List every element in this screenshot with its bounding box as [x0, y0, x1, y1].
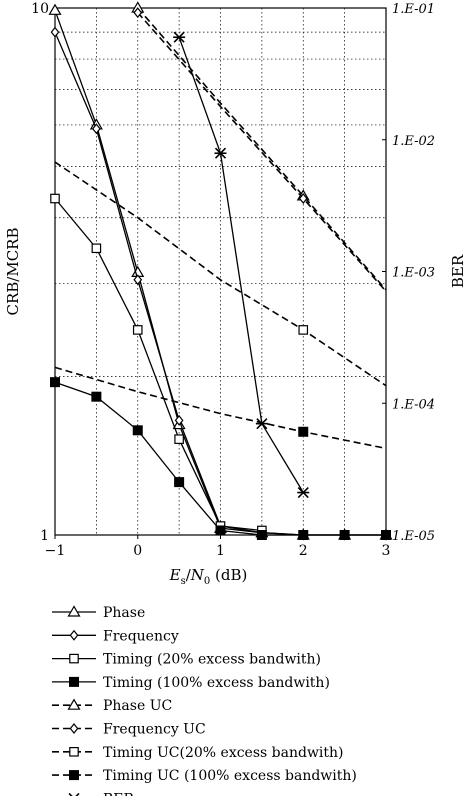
y-axis-label-left: CRB/MCRB	[4, 227, 22, 315]
legend-label: Phase UC	[103, 698, 172, 714]
marker-star-stroke	[68, 792, 73, 796]
x-tick-label: 2	[299, 543, 308, 559]
marker-square-filled	[69, 770, 79, 781]
series-line	[54, 198, 262, 532]
marker-diamond	[69, 629, 79, 641]
marker-star	[68, 792, 80, 796]
legend-label: Timing UC (100% excess bandwith)	[103, 768, 357, 784]
marker-square-filled	[91, 391, 102, 402]
y-left-tick-label: 1	[40, 528, 49, 544]
y-right-tick-label: 1.E-05	[392, 529, 435, 544]
marker-diamond	[174, 414, 184, 426]
series-7	[54, 161, 387, 387]
marker-diamond	[133, 274, 143, 286]
marker-diamond	[69, 723, 79, 734]
y-right-tick-label: 1.E-02	[392, 134, 435, 149]
marker-diamond	[298, 193, 308, 204]
legend-item: Frequency	[52, 628, 179, 644]
ticks: −1 0 1 2 3 1 10 1.E-05 1.E-04 1.E-03 1.E-02 1.E-01	[31, 1, 435, 559]
legend-item: Phase UC	[52, 698, 172, 714]
marker-triangle	[48, 3, 62, 15]
legend-label: Frequency	[103, 628, 179, 644]
legend-label: Frequency UC	[103, 722, 206, 738]
marker-square-open	[50, 193, 60, 204]
y-right-tick-label: 1.E-03	[392, 266, 435, 281]
legend-label: Timing (20% excess bandwith)	[103, 652, 321, 668]
legend-item: Timing UC(20% excess bandwith)	[52, 745, 344, 761]
grid	[55, 8, 386, 535]
legend-item: Timing (100% excess bandwith)	[52, 675, 330, 691]
series-6	[133, 7, 387, 292]
series-4	[50, 377, 391, 540]
marker-star	[173, 31, 186, 43]
marker-triangle	[67, 698, 81, 710]
legend-label: Timing (100% excess bandwith)	[103, 675, 330, 691]
x-tick-label: 3	[382, 543, 391, 559]
legend-label: Timing UC(20% excess bandwith)	[103, 745, 344, 761]
series-9	[173, 31, 310, 499]
marker-square-open	[69, 653, 79, 664]
series-3	[50, 193, 267, 536]
legend-item: Phase	[52, 605, 145, 621]
marker-triangle	[67, 605, 81, 617]
marker-diamond	[92, 123, 101, 135]
marker-square-filled	[256, 530, 267, 540]
marker-square-filled	[174, 477, 185, 488]
series-layer	[48, 1, 393, 541]
marker-square-filled	[132, 425, 143, 436]
series-5	[131, 1, 387, 291]
marker-square-filled	[50, 377, 60, 388]
marker-square-open	[298, 325, 309, 335]
legend-item: Frequency UC	[52, 722, 206, 738]
legend-label: Phase	[103, 605, 145, 621]
marker-square-open	[69, 746, 79, 757]
series-line	[54, 366, 387, 450]
marker-square-filled	[215, 525, 226, 536]
x-tick-label: −1	[45, 543, 66, 559]
marker-diamond	[133, 7, 143, 19]
y-left-tick-label: 10	[31, 1, 49, 17]
marker-square-filled	[69, 676, 79, 687]
marker-square-open	[174, 434, 184, 444]
legend-label: BER	[103, 791, 135, 796]
marker-square-open	[91, 243, 102, 254]
marker-star	[214, 147, 227, 159]
legend-item: Timing (20% excess bandwith)	[52, 652, 321, 668]
legend: Phase Frequency Timing (20% excess bandwit…	[52, 605, 357, 796]
x-tick-label: 1	[216, 543, 225, 559]
plot-frame	[54, 7, 387, 536]
series-8	[54, 366, 387, 450]
x-tick-label: 0	[133, 543, 142, 559]
marker-star	[255, 418, 268, 430]
series-line	[54, 161, 387, 387]
legend-item: BER	[68, 791, 135, 796]
marker-square-filled	[298, 426, 309, 437]
marker-star	[297, 486, 310, 499]
y-axis-label-right: BER	[449, 254, 467, 288]
marker-diamond	[50, 26, 60, 38]
y-right-tick-label: 1.E-01	[392, 2, 435, 17]
series-line	[137, 7, 387, 291]
marker-square-open	[132, 325, 143, 335]
series-line	[137, 12, 387, 292]
marker-square-filled	[339, 530, 350, 540]
series-line	[178, 36, 304, 493]
x-axis-label: Es/N0 (dB)	[169, 566, 248, 587]
marker-star-stroke	[75, 792, 80, 796]
y-right-tick-label: 1.E-04	[392, 397, 435, 412]
legend-item: Timing UC (100% excess bandwith)	[52, 768, 357, 784]
